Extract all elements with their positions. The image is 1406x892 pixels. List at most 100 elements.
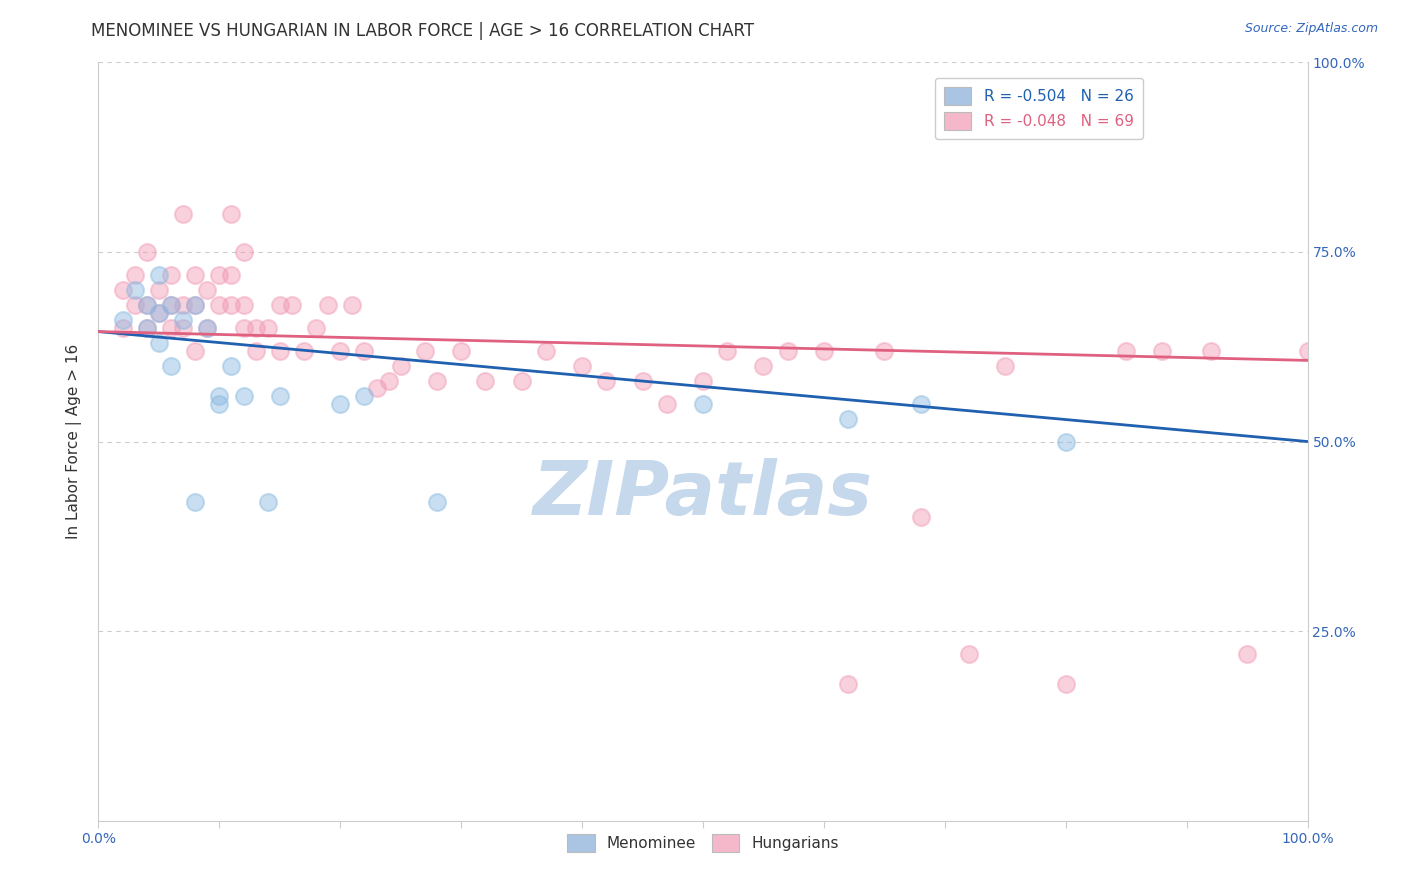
Point bbox=[195, 320, 218, 334]
Point bbox=[135, 320, 157, 334]
Point bbox=[160, 298, 183, 312]
Point bbox=[994, 359, 1017, 373]
Point bbox=[184, 495, 207, 509]
Point bbox=[957, 647, 980, 661]
Point bbox=[245, 320, 267, 334]
Point bbox=[1054, 677, 1077, 691]
Point bbox=[269, 343, 291, 358]
Point bbox=[450, 343, 472, 358]
Point bbox=[208, 389, 231, 403]
Point bbox=[111, 283, 134, 297]
Point bbox=[1054, 434, 1077, 449]
Text: Source: ZipAtlas.com: Source: ZipAtlas.com bbox=[1244, 22, 1378, 36]
Point bbox=[910, 396, 932, 410]
Point bbox=[1199, 343, 1222, 358]
Point bbox=[221, 298, 243, 312]
Point bbox=[655, 396, 678, 410]
Point bbox=[184, 298, 207, 312]
Point bbox=[232, 298, 254, 312]
Point bbox=[269, 389, 291, 403]
Point bbox=[124, 268, 146, 282]
Point bbox=[329, 396, 352, 410]
Point bbox=[245, 343, 267, 358]
Point bbox=[208, 298, 231, 312]
Point bbox=[195, 283, 218, 297]
Point bbox=[232, 389, 254, 403]
Point bbox=[135, 320, 157, 334]
Point bbox=[184, 343, 207, 358]
Point bbox=[377, 374, 399, 388]
Point bbox=[221, 207, 243, 221]
Point bbox=[221, 268, 243, 282]
Point bbox=[1152, 343, 1174, 358]
Point bbox=[316, 298, 339, 312]
Point bbox=[195, 320, 218, 334]
Point bbox=[160, 298, 183, 312]
Point bbox=[111, 320, 134, 334]
Point bbox=[595, 374, 617, 388]
Point bbox=[281, 298, 304, 312]
Point bbox=[256, 495, 278, 509]
Point bbox=[716, 343, 738, 358]
Y-axis label: In Labor Force | Age > 16: In Labor Force | Age > 16 bbox=[66, 344, 83, 539]
Point bbox=[269, 298, 291, 312]
Point bbox=[208, 268, 231, 282]
Point bbox=[148, 305, 170, 319]
Point bbox=[148, 268, 170, 282]
Point bbox=[426, 374, 449, 388]
Point bbox=[571, 359, 593, 373]
Point bbox=[135, 298, 157, 312]
Point bbox=[692, 396, 714, 410]
Point bbox=[160, 268, 183, 282]
Point bbox=[111, 313, 134, 327]
Point bbox=[124, 283, 146, 297]
Point bbox=[172, 207, 194, 221]
Point bbox=[172, 298, 194, 312]
Point bbox=[329, 343, 352, 358]
Point bbox=[413, 343, 436, 358]
Point bbox=[873, 343, 896, 358]
Legend: Menominee, Hungarians: Menominee, Hungarians bbox=[561, 828, 845, 858]
Point bbox=[837, 677, 859, 691]
Point bbox=[160, 359, 183, 373]
Point bbox=[184, 298, 207, 312]
Point bbox=[342, 298, 364, 312]
Point bbox=[124, 298, 146, 312]
Point bbox=[1115, 343, 1137, 358]
Point bbox=[353, 389, 375, 403]
Point bbox=[474, 374, 496, 388]
Point bbox=[692, 374, 714, 388]
Point bbox=[353, 343, 375, 358]
Point bbox=[172, 320, 194, 334]
Point bbox=[910, 510, 932, 524]
Point bbox=[172, 313, 194, 327]
Point bbox=[631, 374, 654, 388]
Point bbox=[135, 244, 157, 259]
Point bbox=[813, 343, 835, 358]
Point bbox=[148, 335, 170, 350]
Point bbox=[160, 320, 183, 334]
Point bbox=[256, 320, 278, 334]
Point bbox=[135, 298, 157, 312]
Point bbox=[510, 374, 533, 388]
Point bbox=[292, 343, 315, 358]
Point bbox=[221, 359, 243, 373]
Point bbox=[305, 320, 328, 334]
Point bbox=[426, 495, 449, 509]
Point bbox=[1236, 647, 1258, 661]
Point bbox=[776, 343, 799, 358]
Point bbox=[208, 396, 231, 410]
Point bbox=[232, 244, 254, 259]
Point bbox=[366, 382, 388, 396]
Point bbox=[837, 412, 859, 426]
Point bbox=[184, 268, 207, 282]
Text: MENOMINEE VS HUNGARIAN IN LABOR FORCE | AGE > 16 CORRELATION CHART: MENOMINEE VS HUNGARIAN IN LABOR FORCE | … bbox=[91, 22, 755, 40]
Point bbox=[752, 359, 775, 373]
Point bbox=[1296, 343, 1319, 358]
Text: ZIPatlas: ZIPatlas bbox=[533, 458, 873, 531]
Point bbox=[148, 305, 170, 319]
Point bbox=[148, 283, 170, 297]
Point bbox=[389, 359, 412, 373]
Point bbox=[534, 343, 557, 358]
Point bbox=[232, 320, 254, 334]
